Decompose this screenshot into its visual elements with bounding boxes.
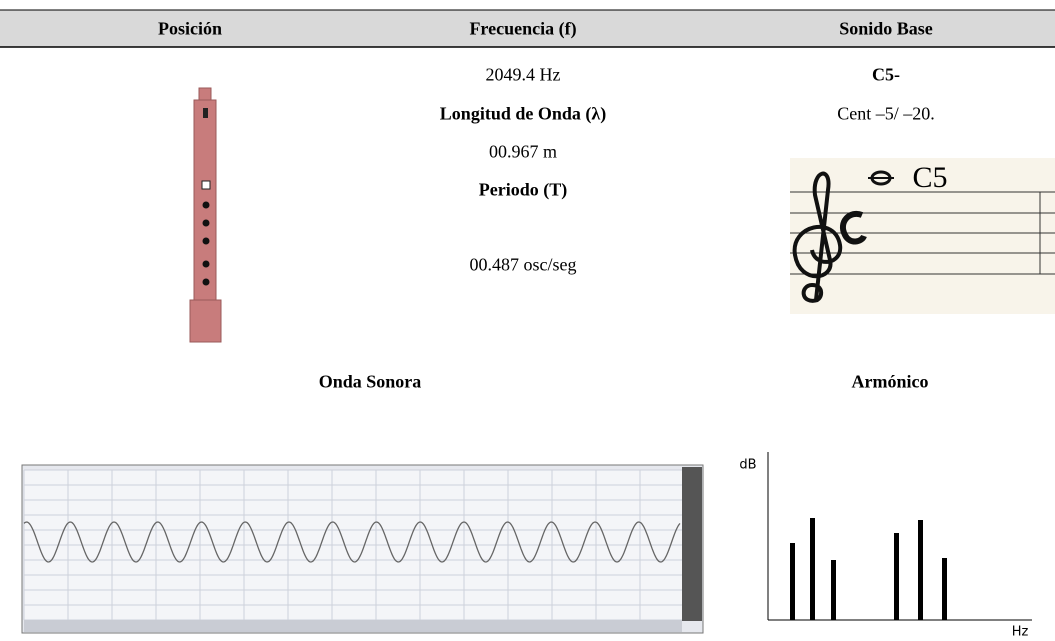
recorder — [189, 87, 222, 343]
y-axis-label: dB — [739, 457, 757, 473]
note: C5- — [872, 64, 900, 85]
header-cell: Frecuencia (f) — [469, 18, 577, 39]
header-cell: Posición — [157, 18, 223, 39]
section-title: Armónico — [851, 371, 929, 392]
header-band — [0, 10, 1055, 47]
section-title: Onda Sonora — [318, 371, 422, 392]
music-staff — [790, 158, 1055, 314]
frequency: 2049.4 Hz — [485, 64, 561, 85]
wavelength-label: Longitud de Onda (λ) — [439, 103, 607, 124]
period-label: Periodo (T) — [478, 179, 568, 200]
harmonic-chart — [767, 452, 1032, 621]
header-cell: Sonido Base — [839, 18, 933, 39]
cents: Cent –5/ –20. — [837, 103, 935, 124]
waveform-panel — [21, 464, 704, 634]
staff-note: C5 — [912, 161, 948, 194]
wavelength: 00.967 m — [488, 141, 558, 162]
x-axis-label: Hz — [1011, 624, 1029, 640]
sine-wave — [23, 521, 681, 563]
period: 00.487 osc/seg — [469, 254, 577, 275]
